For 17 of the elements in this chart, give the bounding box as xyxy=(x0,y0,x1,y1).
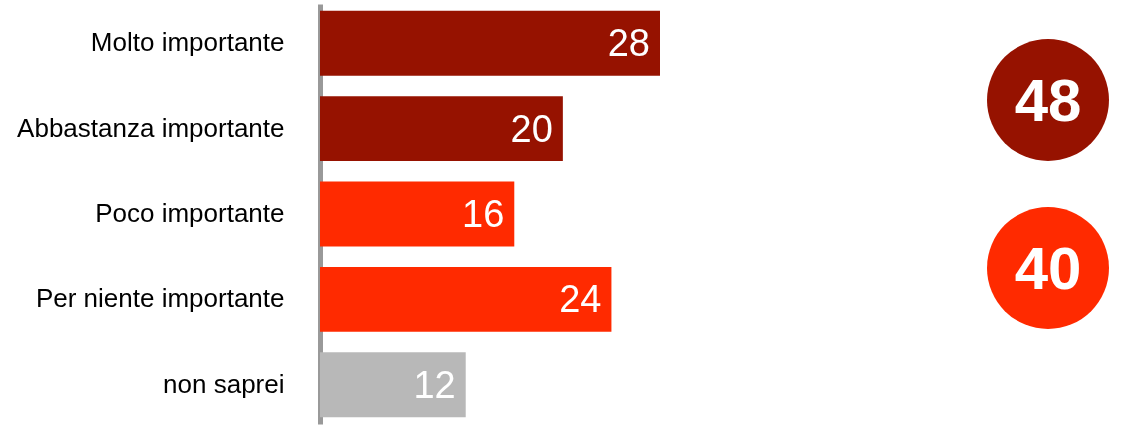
data-label: 28 xyxy=(607,22,650,65)
data-label: 12 xyxy=(413,363,456,406)
data-label: 24 xyxy=(559,278,602,321)
bar xyxy=(320,181,515,247)
y-tick-label: non saprei xyxy=(163,368,285,399)
y-tick-label: Per niente importante xyxy=(35,283,285,314)
bar xyxy=(320,352,466,418)
bar xyxy=(320,266,612,332)
y-tick-label: Molto importante xyxy=(90,27,285,58)
data-label: 20 xyxy=(510,107,553,150)
y-tick-label: Abbastanza importante xyxy=(17,112,285,143)
data-label: 16 xyxy=(462,193,505,235)
bar xyxy=(320,96,563,162)
circle-badge: 40 xyxy=(987,207,1109,329)
circle-badge: 48 xyxy=(987,39,1109,161)
bar xyxy=(320,10,660,76)
y-tick-label: Poco importante xyxy=(95,198,285,228)
